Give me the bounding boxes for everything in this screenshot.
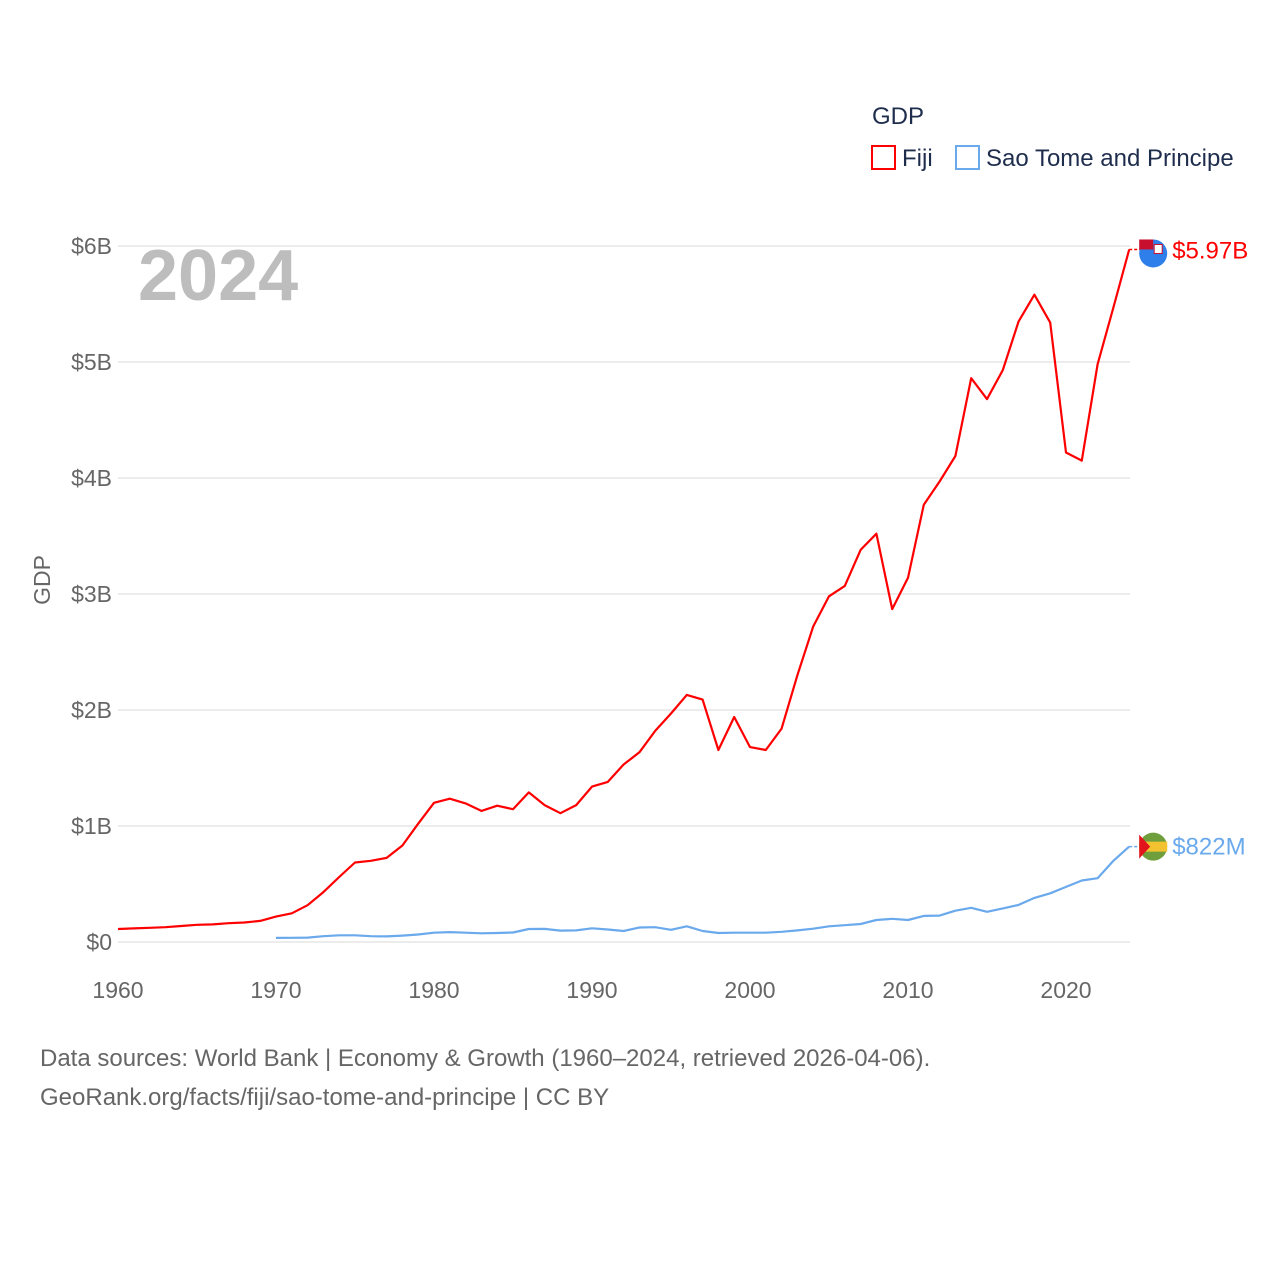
y-axis: $0 $1B $2B $3B $4B $5B $6B bbox=[71, 233, 112, 955]
y-axis-label: GDP bbox=[29, 555, 55, 605]
series-line-fiji bbox=[117, 249, 1131, 931]
attribution-link[interactable]: GeoRank.org/facts/fiji/sao-tome-and-prin… bbox=[40, 1084, 610, 1111]
x-tick-label: 2010 bbox=[882, 977, 933, 1003]
flag-triangle bbox=[1139, 834, 1151, 859]
x-tick-label: 1960 bbox=[92, 977, 143, 1003]
legend-label-fiji: Fiji bbox=[902, 145, 933, 172]
x-tick-label: 1980 bbox=[408, 977, 459, 1003]
flag-band bbox=[1139, 841, 1168, 852]
end-labels: $5.97B $822M bbox=[1129, 237, 1248, 861]
data-source-text: Data sources: World Bank | Economy & Gro… bbox=[40, 1045, 931, 1072]
legend-swatch-sao-tome bbox=[955, 145, 980, 170]
y-tick-label: $2B bbox=[71, 697, 112, 723]
y-tick-label: $0 bbox=[86, 929, 112, 955]
x-tick-label: 1970 bbox=[250, 977, 301, 1003]
end-value-label: $822M bbox=[1172, 834, 1245, 861]
legend: Fiji Sao Tome and Principe bbox=[871, 145, 1234, 172]
y-tick-label: $1B bbox=[71, 813, 112, 839]
year-watermark: 2024 bbox=[138, 236, 298, 316]
legend-swatch-fiji bbox=[871, 145, 896, 170]
x-axis: 1960 1970 1980 1990 2000 2010 2020 bbox=[92, 977, 1091, 1003]
grid bbox=[118, 245, 1130, 943]
flag-canton bbox=[1139, 239, 1154, 250]
legend-item-sao-tome[interactable]: Sao Tome and Principe bbox=[955, 145, 1234, 172]
legend-label-sao-tome: Sao Tome and Principe bbox=[986, 145, 1234, 172]
x-tick-label: 1990 bbox=[566, 977, 617, 1003]
legend-title: GDP bbox=[872, 103, 924, 130]
y-tick-label: $6B bbox=[71, 233, 112, 259]
y-tick-label: $4B bbox=[71, 465, 112, 491]
series-lines bbox=[117, 249, 1131, 940]
y-tick-label: $5B bbox=[71, 349, 112, 375]
series-line-sao-tome bbox=[275, 845, 1130, 940]
y-tick-label: $3B bbox=[71, 581, 112, 607]
x-tick-label: 2000 bbox=[724, 977, 775, 1003]
x-tick-label: 2020 bbox=[1040, 977, 1091, 1003]
flag-shield bbox=[1153, 243, 1163, 254]
end-value-label: $5.97B bbox=[1172, 237, 1248, 264]
legend-item-fiji[interactable]: Fiji bbox=[871, 145, 933, 172]
